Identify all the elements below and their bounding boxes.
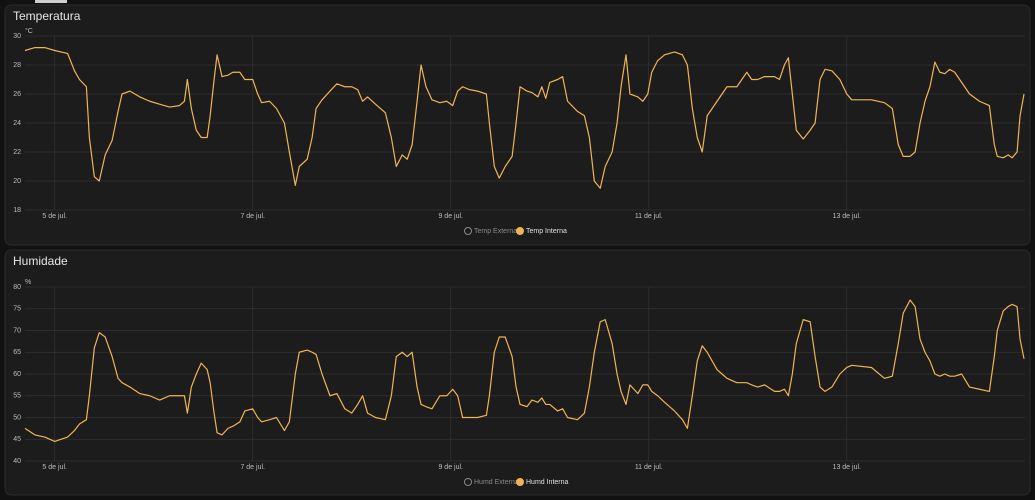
- y-tick-label: 26: [13, 91, 21, 98]
- y-tick-label: 55: [13, 393, 21, 400]
- legend-marker[interactable]: [516, 478, 524, 486]
- y-tick-label: 60: [13, 371, 21, 378]
- x-tick-label: 9 de jul.: [438, 464, 463, 471]
- line: [24, 299, 1025, 443]
- legend-label[interactable]: Temp Externa: [474, 228, 517, 235]
- y-tick-label: 20: [13, 178, 21, 185]
- x-tick-label: 7 de jul.: [240, 213, 265, 220]
- x-tick-label: 5 de jul.: [42, 464, 67, 471]
- x-tick-label: 11 de jul.: [635, 213, 663, 220]
- y-tick-label: 30: [13, 33, 21, 40]
- x-tick-label: 7 de jul.: [240, 464, 265, 471]
- unit-label: °C: [25, 27, 33, 35]
- chart-title: Temperatura: [13, 9, 81, 23]
- chart-title: Humidade: [13, 254, 68, 268]
- y-tick-label: 75: [13, 306, 21, 313]
- x-tick-label: 9 de jul.: [438, 213, 463, 220]
- y-tick-label: 22: [13, 149, 21, 156]
- card: [4, 4, 1031, 246]
- x-tick-label: 11 de jul.: [635, 464, 663, 471]
- y-tick-label: 50: [13, 414, 21, 421]
- y-tick-label: 28: [13, 62, 21, 69]
- legend-label[interactable]: Humd Interna: [526, 479, 569, 486]
- x-tick-label: 13 de jul.: [833, 464, 861, 471]
- y-tick-label: 65: [13, 349, 21, 356]
- legend-marker[interactable]: [516, 227, 524, 235]
- legend-label[interactable]: Temp Interna: [526, 228, 567, 235]
- tab-indicator: [35, 0, 67, 3]
- x-tick-label: 5 de jul.: [42, 213, 67, 220]
- y-tick-label: 18: [13, 207, 21, 214]
- y-tick-label: 80: [13, 284, 21, 291]
- unit-label: %: [25, 279, 31, 286]
- legend-label[interactable]: Humd Externa: [474, 479, 519, 486]
- legend-marker[interactable]: [464, 478, 472, 486]
- y-tick-label: 45: [13, 436, 21, 443]
- y-tick-label: 24: [13, 120, 21, 127]
- y-tick-label: 40: [13, 458, 21, 465]
- card: [4, 249, 1031, 496]
- y-tick-label: 70: [13, 327, 21, 334]
- x-tick-label: 13 de jul.: [833, 213, 861, 220]
- legend-marker[interactable]: [464, 227, 472, 235]
- line: [24, 47, 1025, 189]
